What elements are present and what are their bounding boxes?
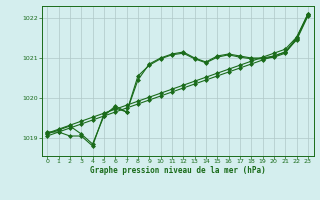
X-axis label: Graphe pression niveau de la mer (hPa): Graphe pression niveau de la mer (hPa) xyxy=(90,166,266,175)
